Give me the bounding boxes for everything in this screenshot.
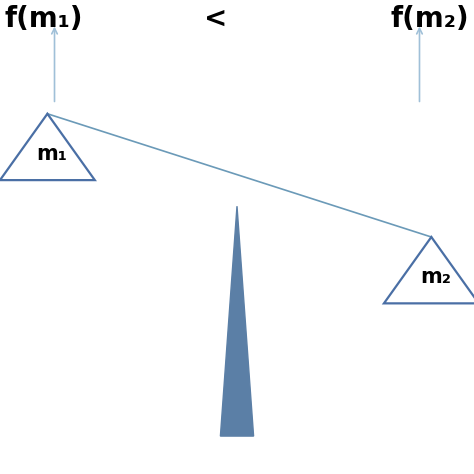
Polygon shape bbox=[0, 114, 95, 180]
Polygon shape bbox=[220, 206, 254, 436]
Text: f(m₂): f(m₂) bbox=[391, 5, 469, 33]
Text: <: < bbox=[204, 5, 228, 33]
Text: m₂: m₂ bbox=[420, 267, 452, 287]
Text: m₁: m₁ bbox=[36, 144, 68, 164]
Text: f(m₁): f(m₁) bbox=[5, 5, 83, 33]
Polygon shape bbox=[384, 237, 474, 303]
